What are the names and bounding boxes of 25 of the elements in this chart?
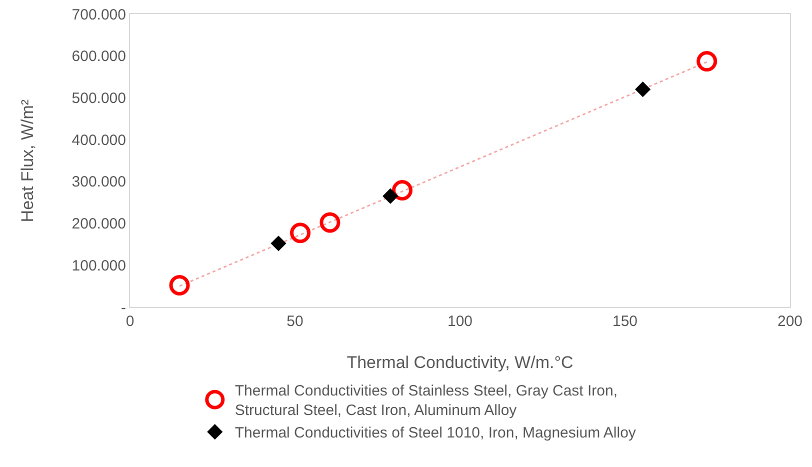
x-tick-label: 50 [286, 313, 304, 330]
legend-label: Thermal Conductivities of Stainless Steel, Gray Cast Iron, Structural Steel, Cast Iron, Aluminum Alloy [234, 382, 618, 420]
point [290, 222, 311, 244]
y-tick-label: 300.000 [72, 174, 126, 191]
x-tick-label: 0 [126, 313, 134, 330]
y-tick-label: 700.000 [72, 6, 126, 24]
point [382, 188, 398, 204]
y-tick-label: - [121, 299, 126, 316]
point [320, 212, 340, 233]
y-axis-title: Heat Flux, W/m² [18, 99, 38, 222]
point [696, 51, 718, 72]
x-axis-title: Thermal Conductivity, W/m.°C [346, 353, 574, 372]
x-tick-label: 150 [612, 313, 638, 330]
x-tick-label: 200 [777, 313, 803, 330]
x-tick-label: 100 [447, 313, 473, 330]
point [270, 236, 286, 252]
point [635, 82, 651, 98]
point [392, 180, 412, 200]
y-tick-label: 600.000 [72, 48, 126, 66]
y-tick-label: 100.000 [72, 257, 126, 274]
y-tick-label: 200.000 [72, 216, 126, 233]
y-tick-label: 400.000 [72, 132, 126, 149]
point [169, 274, 190, 296]
legend-label: Thermal Conductivities of Steel 1010, Iron, Magnesium Alloy [234, 424, 636, 442]
y-tick-label: 500.000 [72, 90, 126, 107]
